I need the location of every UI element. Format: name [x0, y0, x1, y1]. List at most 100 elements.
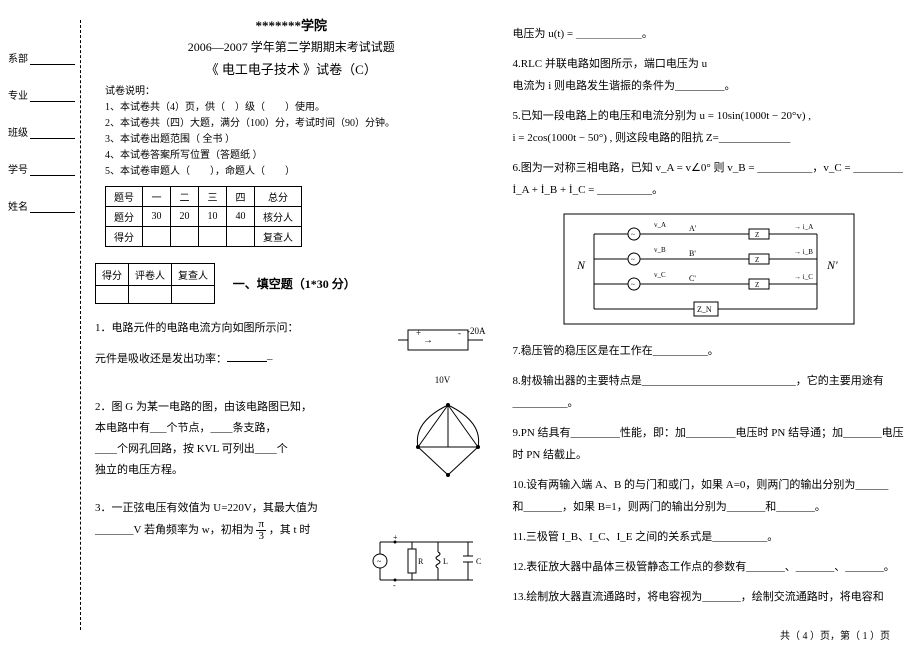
svg-text:C': C' — [689, 274, 696, 283]
svg-text:Z: Z — [755, 231, 759, 239]
course-line: 《 电工电子技术 》试卷（C） — [95, 59, 488, 78]
desc-item: 2、本试卷共（四）大题，满分（100）分，考试时间（90）分钟。 — [105, 116, 488, 132]
cell — [129, 286, 172, 304]
binding-dash-line — [80, 20, 81, 630]
desc-title: 试卷说明： — [105, 84, 488, 100]
svg-text:+: + — [416, 328, 421, 338]
question-2: 2．图 G 为某一电路的图，由该电路图已知， 本电路中有___个节点，____条… — [95, 397, 488, 490]
question-11: 11.三极管 I_B、I_C、I_E 之间的关系式是__________。 — [513, 526, 906, 548]
svg-text:Z_N: Z_N — [697, 305, 712, 314]
question-7: 7.稳压管的稳压区是在工作在__________。 — [513, 340, 906, 362]
question-4: 4.RLC 并联电路如图所示，端口电压为 u 电流为 i 则电路发生谐振的条件为… — [513, 53, 906, 97]
cell: 评卷人 — [129, 264, 172, 286]
q10-a: 10.设有两输入端 A、B 的与门和或门，如果 A=0，则两门的输出分别为___… — [513, 474, 906, 496]
desc-item: 3、本试卷出题范围（ 全书 ） — [105, 132, 488, 148]
fig-label-bot: 10V — [398, 372, 488, 389]
cell: 得分 — [106, 227, 143, 247]
question-8: 8.射极输出器的主要特点是___________________________… — [513, 370, 906, 414]
svg-text:-: - — [393, 581, 396, 589]
q6-b: İ_A + İ_B + İ_C = __________。 — [513, 179, 906, 201]
svg-text:-: - — [458, 328, 461, 338]
q3-cont: 电压为 u(t) = ＿＿＿＿＿＿。 — [513, 23, 906, 45]
q5-a: 5.已知一段电路上的电压和电流分别为 u = 10sin(1000t − 20°… — [513, 105, 906, 127]
exam-desc: 试卷说明： 1、本试卷共（4）页，供（ ）级（ ）使用。 2、本试卷共（四）大题… — [105, 84, 488, 180]
cell: 二 — [171, 187, 199, 207]
cell — [227, 227, 255, 247]
q10-b: 和_______，如果 B=1，则两门的输出分别为_______和_______… — [513, 496, 906, 518]
blank — [227, 350, 267, 362]
cell: 总分 — [255, 187, 302, 207]
blank-line — [30, 161, 75, 176]
cell: 40 — [227, 207, 255, 227]
desc-item: 5、本试卷审题人（ ），命题人（ ） — [105, 164, 488, 180]
label-id: 学号 — [0, 161, 28, 176]
cell: 核分人 — [255, 207, 302, 227]
svg-text:→ i_B: → i_B — [794, 248, 813, 256]
cell — [171, 227, 199, 247]
label-major: 专业 — [0, 87, 28, 102]
fig-Nprime: N' — [826, 258, 838, 272]
q9-b: 时 PN 结截止。 — [513, 444, 906, 466]
page-footer: 共（ 4 ）页，第（ 1 ）页 — [780, 627, 890, 642]
cell: 复查人 — [172, 264, 215, 286]
desc-item: 4、本试卷答案所写位置（答题纸 ） — [105, 148, 488, 164]
blank-line — [30, 198, 75, 213]
label-dept: 系部 — [0, 50, 28, 65]
title-block: *******学院 2006—2007 学年第二学期期末考试试题 《 电工电子技… — [95, 15, 488, 78]
svg-text:C: C — [476, 557, 481, 566]
question-12: 12.表征放大器中晶体三极管静态工作点的参数有_______、_______、_… — [513, 556, 906, 578]
svg-text:v_C: v_C — [654, 271, 666, 279]
svg-text:L: L — [443, 557, 448, 566]
label-class: 班级 — [0, 124, 28, 139]
cell: 10 — [199, 207, 227, 227]
q5-b: i = 2cos(1000t − 50°) , 则这段电路的阻抗 Z=_____… — [513, 127, 906, 149]
svg-text:R: R — [418, 557, 424, 566]
term-line: 2006—2007 学年第二学期期末考试试题 — [95, 38, 488, 55]
blank-line — [30, 87, 75, 102]
question-6: 6.图为一对称三相电路，已知 v_A = v∠0° 则 v_B = ______… — [513, 157, 906, 201]
q2-figure — [408, 397, 488, 490]
q4-a: 4.RLC 并联电路如图所示，端口电压为 u — [513, 53, 906, 75]
blank-line — [30, 50, 75, 65]
svg-text:~: ~ — [631, 281, 635, 289]
svg-text:v_B: v_B — [654, 246, 666, 254]
mini-score-table: 得分 评卷人 复查人 — [95, 263, 215, 304]
cell: 30 — [143, 207, 171, 227]
question-13: 13.绘制放大器直流通路时，将电容视为_______，绘制交流通路时，将电容和 — [513, 586, 906, 608]
cell: 一 — [143, 187, 171, 207]
svg-text:→: → — [423, 335, 433, 346]
binding-labels: 系部 专业 班级 学号 姓名 — [0, 50, 75, 235]
svg-text:A': A' — [689, 224, 697, 233]
cell: 20 — [171, 207, 199, 227]
cell: 题分 — [106, 207, 143, 227]
cell: 题号 — [106, 187, 143, 207]
q6-figure: N N' ~ A' Z v_A → i_A ~ B' — [513, 209, 906, 332]
question-10: 10.设有两输入端 A、B 的与门和或门，如果 A=0，则两门的输出分别为___… — [513, 474, 906, 518]
cell: 复查人 — [255, 227, 302, 247]
svg-text:→ i_A: → i_A — [794, 223, 813, 231]
svg-text:→ i_C: → i_C — [794, 273, 813, 281]
question-3: 3．一正弦电压有效值为 U=220V，其最大值为 _______V 若角频率为 … — [95, 498, 488, 597]
q3-a: 3．一正弦电压有效值为 U=220V，其最大值为 — [95, 498, 488, 519]
q9-a: 9.PN 结具有_________性能，即：加_________电压时 PN 结… — [513, 422, 906, 444]
svg-text:~: ~ — [377, 557, 382, 566]
svg-text:+: + — [393, 534, 398, 542]
question-9: 9.PN 结具有_________性能，即：加_________电压时 PN 结… — [513, 422, 906, 466]
question-5: 5.已知一段电路上的电压和电流分别为 u = 10sin(1000t − 20°… — [513, 105, 906, 149]
blank-line — [30, 124, 75, 139]
page-content: *******学院 2006—2007 学年第二学期期末考试试题 《 电工电子技… — [95, 15, 905, 635]
cell — [96, 286, 129, 304]
cell — [143, 227, 171, 247]
question-1: → + - -20A 10V 1．电路元件的电路电流方向如图所示问： 元件是吸收… — [95, 318, 488, 389]
svg-text:v_A: v_A — [654, 221, 666, 229]
q3-b: _______V 若角频率为 w，初相为 — [95, 524, 254, 536]
q1-figure: → + - -20A 10V — [398, 318, 488, 389]
svg-text:B': B' — [689, 249, 696, 258]
school-name: *******学院 — [95, 15, 488, 34]
column-right: 电压为 u(t) = ＿＿＿＿＿＿。 4.RLC 并联电路如图所示，端口电压为 … — [513, 15, 906, 635]
svg-text:Z: Z — [755, 281, 759, 289]
q6-a: 6.图为一对称三相电路，已知 v_A = v∠0° 则 v_B = ______… — [513, 157, 906, 179]
fig-N: N — [576, 258, 586, 272]
q3-c: ，其 t 时 — [269, 524, 311, 536]
svg-text:~: ~ — [631, 256, 635, 264]
